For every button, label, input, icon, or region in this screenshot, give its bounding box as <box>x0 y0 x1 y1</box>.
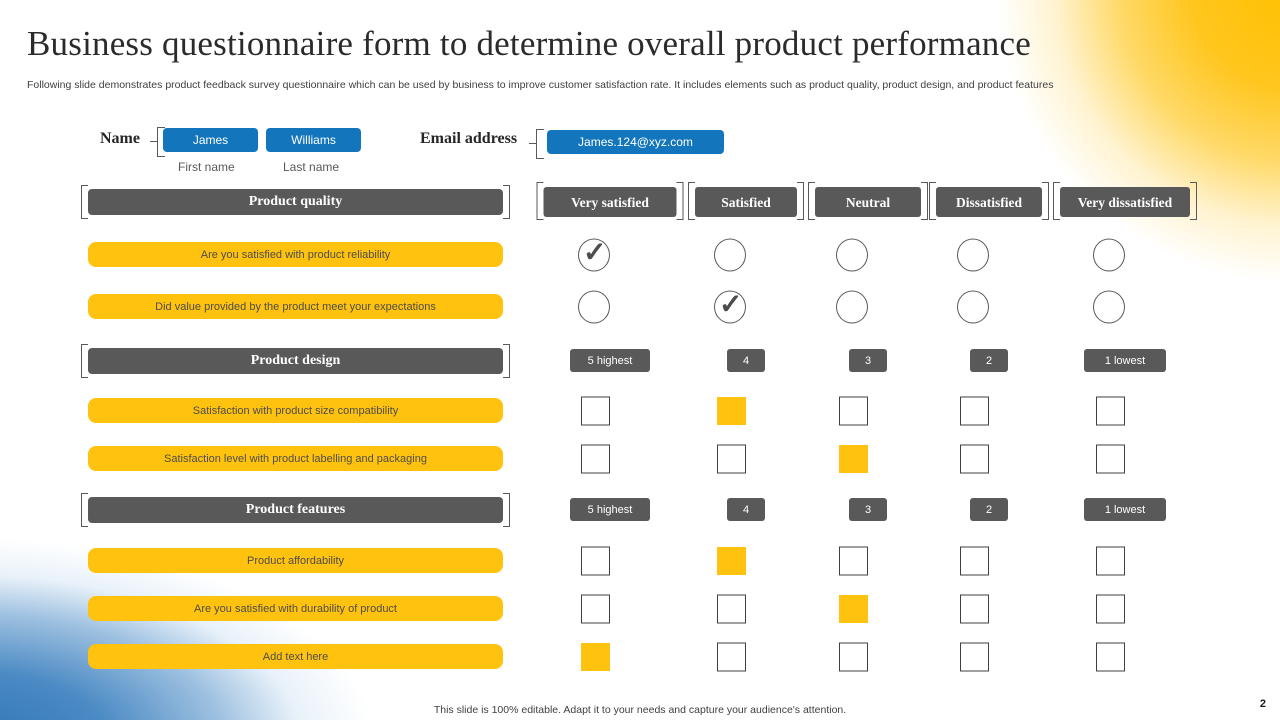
scale-badge-2: 2 <box>970 349 1008 372</box>
checkbox-option[interactable] <box>1096 444 1125 474</box>
bracket-right <box>503 344 510 378</box>
checkbox-option[interactable] <box>960 396 989 426</box>
section-header-label: Product quality <box>248 194 343 209</box>
footer-note: This slide is 100% editable. Adapt it to… <box>433 704 847 716</box>
scale-header-neutral: Neutral <box>808 182 928 220</box>
name-bracket-dash <box>150 141 158 142</box>
scale-badge-5-highest: 5 highest <box>570 349 650 372</box>
checkbox-option[interactable] <box>717 397 746 425</box>
scale-header-satisfied: Satisfied <box>688 182 804 220</box>
checkbox-option[interactable] <box>581 546 610 576</box>
scale-header-dissatisfied: Dissatisfied <box>929 182 1049 220</box>
bracket-right <box>503 493 510 527</box>
last-name-caption: Last name <box>283 160 340 174</box>
section-header-product-features: Product features <box>81 493 510 527</box>
bracket-left <box>81 185 88 219</box>
scale-badge-1-lowest: 1 lowest <box>1084 349 1166 372</box>
name-label: Name <box>100 130 140 147</box>
scale-badge-4: 4 <box>727 349 765 372</box>
checkbox-option[interactable] <box>581 643 610 671</box>
scale-badge-3: 3 <box>849 498 887 521</box>
checkbox-option[interactable] <box>581 594 610 624</box>
question-label: Are you satisfied with durability of pro… <box>88 596 503 621</box>
email-field[interactable]: James.124@xyz.com <box>547 130 724 154</box>
checkbox-option[interactable] <box>839 445 868 473</box>
last-name-field[interactable]: Williams <box>266 128 361 152</box>
radio-option[interactable] <box>714 238 746 272</box>
section-header-label: Product features <box>245 502 346 517</box>
question-label: Did value provided by the product meet y… <box>88 294 503 319</box>
section-header-label: Product design <box>250 353 341 368</box>
question-label: Satisfaction level with product labellin… <box>88 446 503 471</box>
page-title: Business questionnaire form to determine… <box>27 24 1031 63</box>
checkbox-option[interactable] <box>717 594 746 624</box>
scale-badge-3: 3 <box>849 349 887 372</box>
checkbox-option[interactable] <box>960 642 989 672</box>
scale-badge-2: 2 <box>970 498 1008 521</box>
checkbox-option[interactable] <box>960 594 989 624</box>
checkbox-option[interactable] <box>960 444 989 474</box>
radio-option[interactable] <box>957 290 989 324</box>
checkbox-option[interactable] <box>717 444 746 474</box>
radio-option[interactable] <box>578 236 610 272</box>
email-bracket <box>536 129 544 159</box>
name-bracket <box>157 127 165 157</box>
radio-option[interactable] <box>1093 290 1125 324</box>
first-name-field[interactable]: James <box>163 128 258 152</box>
bracket-right <box>503 185 510 219</box>
radio-option[interactable] <box>578 290 610 324</box>
question-label: Satisfaction with product size compatibi… <box>88 398 503 423</box>
scale-badge-1-lowest: 1 lowest <box>1084 498 1166 521</box>
first-name-caption: First name <box>178 160 235 174</box>
page-subtitle: Following slide demonstrates product fee… <box>27 79 1054 91</box>
bracket-left <box>81 344 88 378</box>
scale-header-very-dissatisfied: Very dissatisfied <box>1053 182 1197 220</box>
page-number: 2 <box>1259 698 1266 710</box>
checkbox-option[interactable] <box>581 444 610 474</box>
radio-option[interactable] <box>836 290 868 324</box>
email-label: Email address <box>420 130 518 147</box>
checkbox-option[interactable] <box>717 642 746 672</box>
email-bracket-dash <box>529 143 537 144</box>
section-header-product-quality: Product quality <box>81 185 510 219</box>
radio-option[interactable] <box>957 238 989 272</box>
checkbox-option[interactable] <box>581 396 610 426</box>
radio-option[interactable] <box>836 238 868 272</box>
scale-badge-4: 4 <box>727 498 765 521</box>
checkbox-option[interactable] <box>1096 546 1125 576</box>
scale-badge-5-highest: 5 highest <box>570 498 650 521</box>
radio-option[interactable] <box>714 288 746 324</box>
checkbox-option[interactable] <box>839 396 868 426</box>
checkbox-option[interactable] <box>839 642 868 672</box>
bracket-left <box>81 493 88 527</box>
checkbox-option[interactable] <box>839 546 868 576</box>
checkbox-option[interactable] <box>1096 594 1125 624</box>
checkbox-option[interactable] <box>839 595 868 623</box>
checkbox-option[interactable] <box>1096 396 1125 426</box>
scale-header-very-satisfied: Very satisfied <box>536 182 684 220</box>
checkbox-option[interactable] <box>717 547 746 575</box>
question-label: Add text here <box>88 644 503 669</box>
section-header-product-design: Product design <box>81 344 510 378</box>
question-label: Are you satisfied with product reliabili… <box>88 242 503 267</box>
checkbox-option[interactable] <box>960 546 989 576</box>
question-label: Product affordability <box>88 548 503 573</box>
checkbox-option[interactable] <box>1096 642 1125 672</box>
radio-option[interactable] <box>1093 238 1125 272</box>
